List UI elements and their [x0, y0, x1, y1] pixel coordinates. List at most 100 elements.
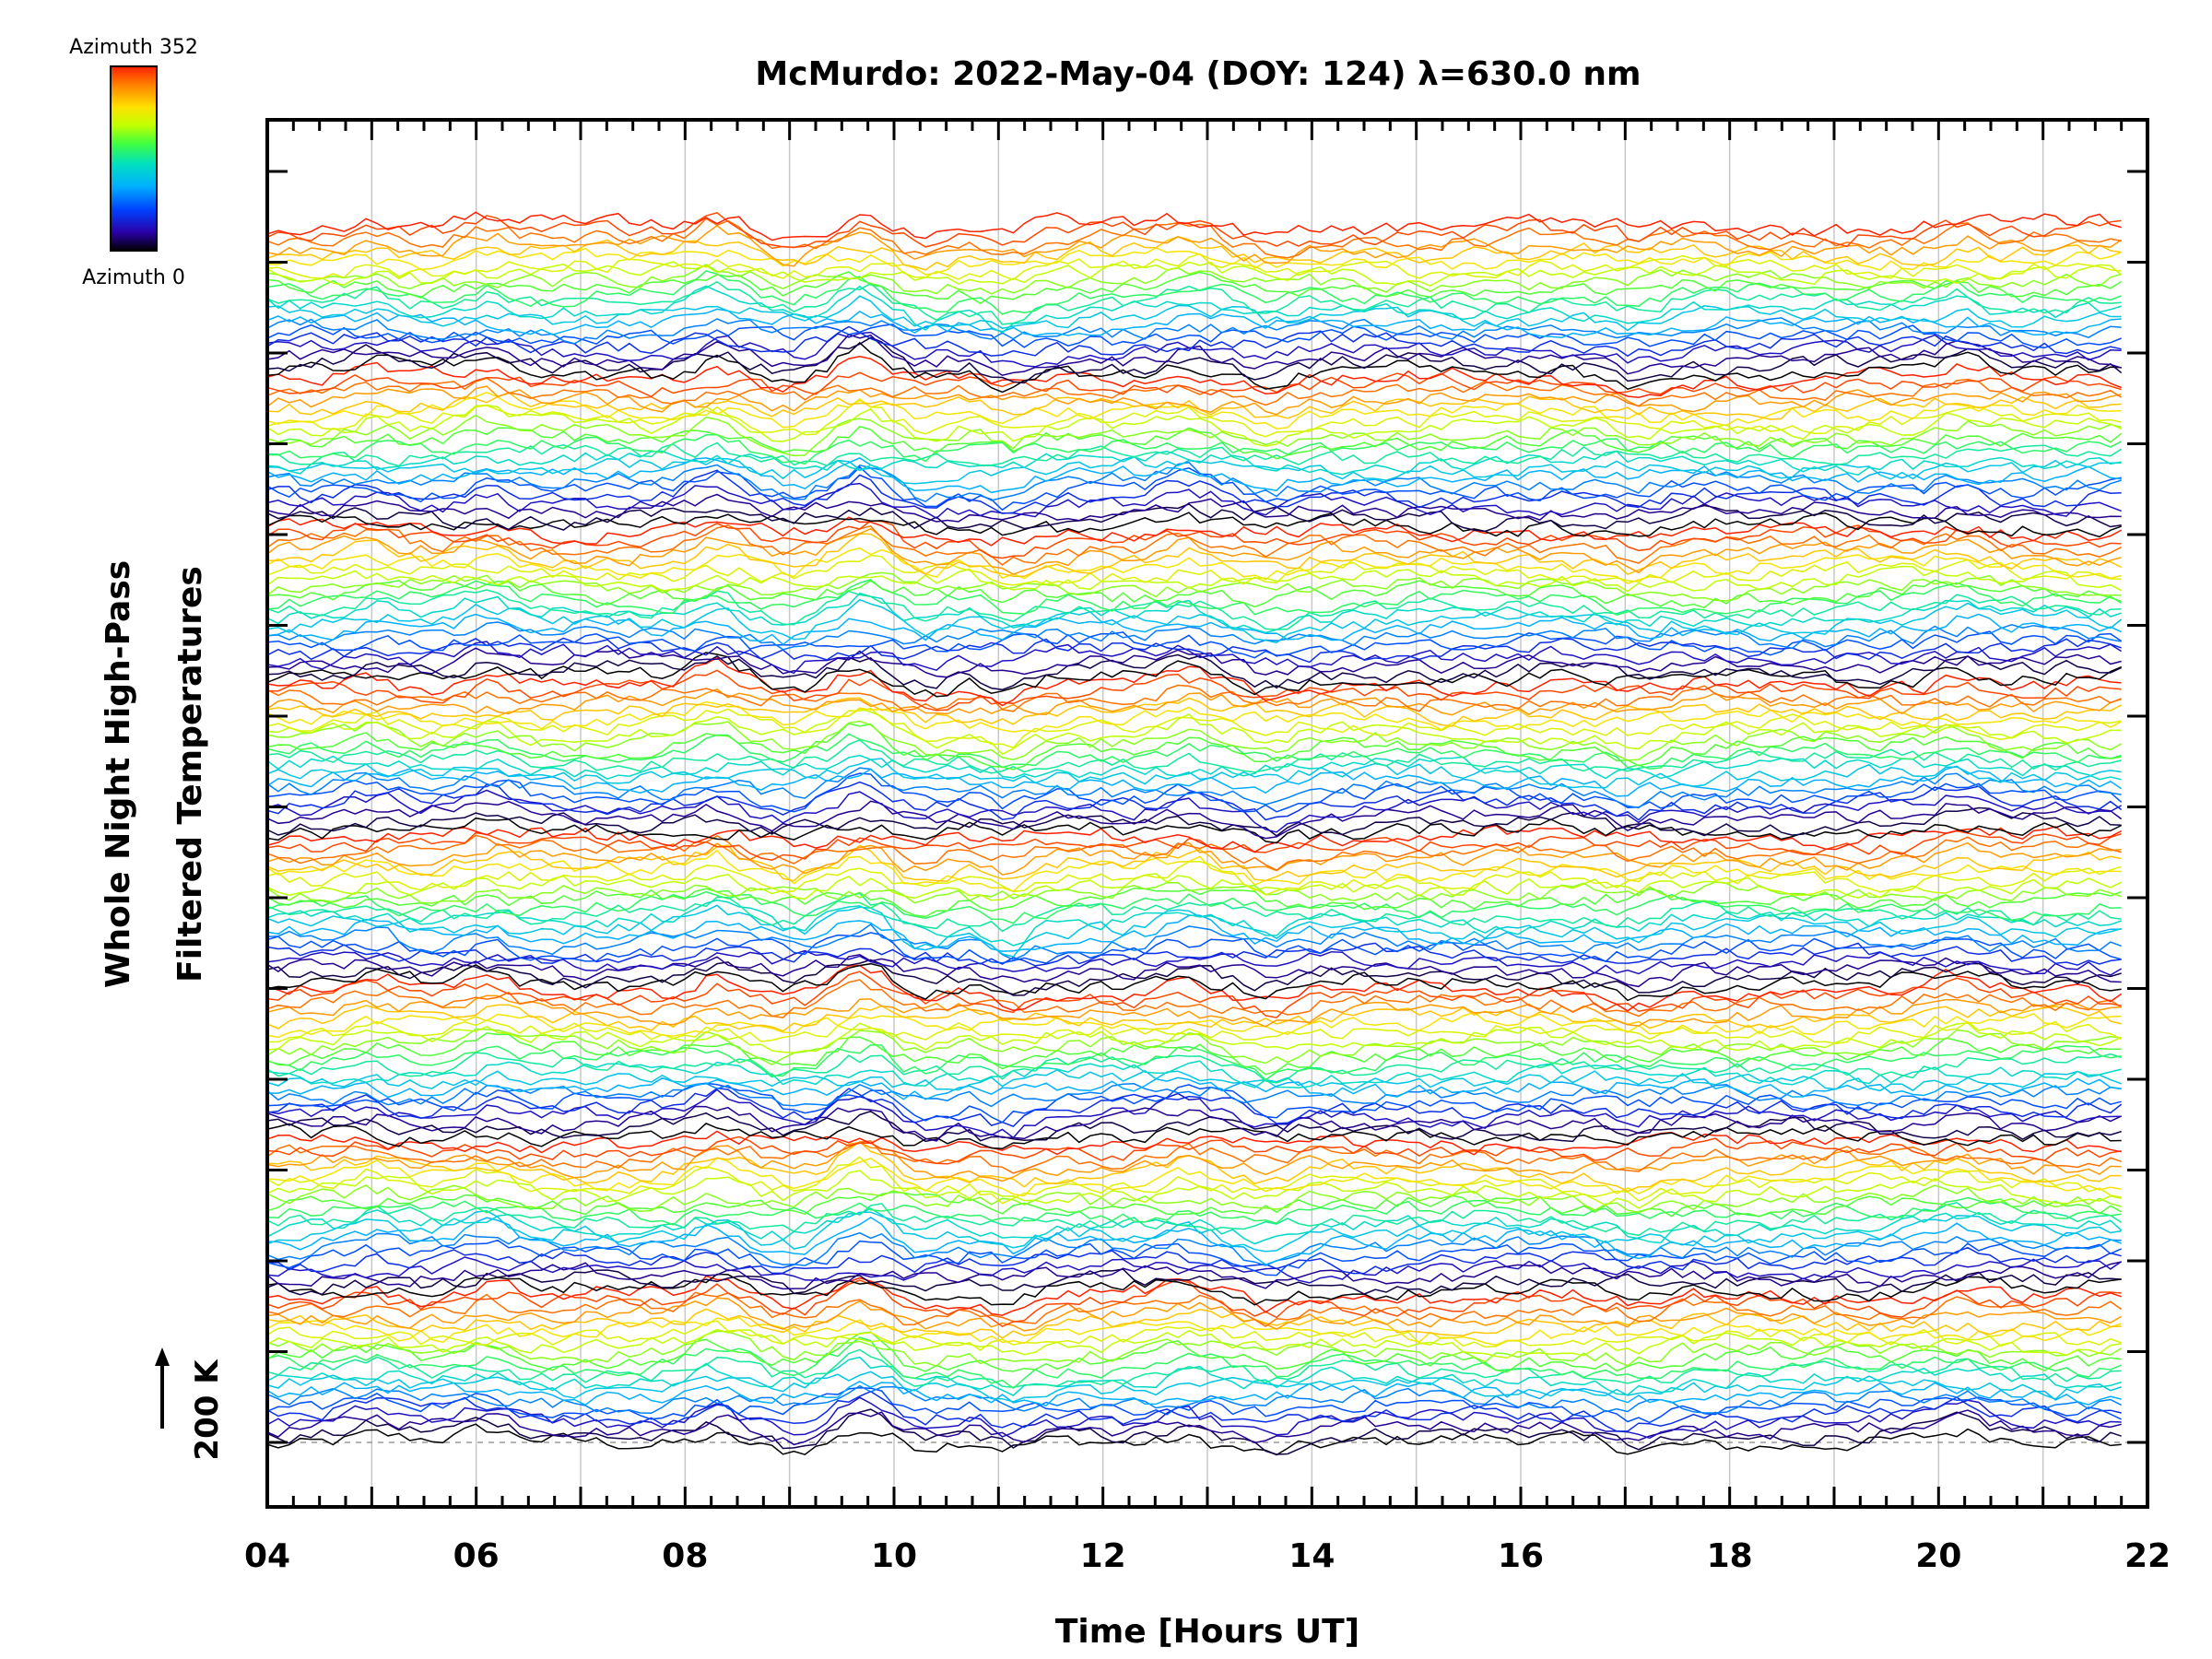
trace-line [267, 524, 2123, 566]
trace-line [267, 270, 2122, 315]
trace-line [267, 652, 2123, 698]
trace-group [267, 211, 2123, 1456]
trace-line [267, 1371, 2122, 1403]
trace-line [267, 1328, 2122, 1359]
trace-line [267, 308, 2122, 338]
trace-line [267, 1273, 2122, 1306]
trace-line [267, 1390, 2122, 1432]
trace-line [267, 656, 2122, 707]
trace-line [267, 598, 2123, 644]
x-tick-labels: 04 06 08 10 12 14 16 18 20 22 [244, 1537, 2171, 1575]
trace-line [267, 1268, 2122, 1296]
trace-line [267, 1331, 2122, 1373]
trace-line [267, 733, 2122, 770]
x-tick-label: 16 [1498, 1537, 1544, 1575]
trace-line [267, 280, 2122, 325]
trace-line [267, 1217, 2122, 1265]
trace-line [267, 942, 2122, 967]
trace-line [267, 806, 2122, 837]
trace-line [267, 789, 2123, 833]
trace-line [267, 772, 2123, 813]
trace-line [267, 1384, 2123, 1415]
trace-line [267, 881, 2122, 904]
trace-line [267, 923, 2122, 961]
trace-line [267, 684, 2122, 712]
trace-line [267, 1239, 2123, 1277]
trace-line [267, 264, 2122, 295]
trace-line [267, 325, 2122, 358]
x-tick-label: 04 [244, 1537, 290, 1575]
trace-line [267, 1231, 2122, 1266]
trace-line [267, 1135, 2122, 1165]
trace-line [267, 949, 2123, 976]
trace-line [267, 1082, 2122, 1124]
x-tick-label: 08 [662, 1537, 708, 1575]
trace-line [267, 641, 2123, 675]
trace-line [267, 317, 2122, 345]
trace-line [267, 391, 2122, 429]
trace-line [267, 1387, 2123, 1424]
trace-line [267, 1156, 2122, 1205]
trace-line [267, 261, 2123, 288]
trace-line [267, 904, 2122, 958]
x-tick-label: 12 [1080, 1537, 1126, 1575]
trace-line [267, 1130, 2122, 1156]
trace-line [267, 385, 2122, 416]
trace-line [267, 697, 2123, 727]
trace-line [267, 469, 2122, 514]
trace-line [267, 1423, 2122, 1456]
trace-line [267, 844, 2122, 882]
trace-line [267, 236, 2122, 271]
trace-line [267, 1291, 2123, 1327]
trace-line [267, 720, 2123, 761]
trace-line [267, 1077, 2122, 1100]
trace-line [267, 1330, 2123, 1368]
trace-line [267, 767, 2122, 809]
trace-line [267, 653, 2123, 691]
colorbar-bottom-label: Azimuth 0 [82, 266, 185, 289]
trace-line [267, 533, 2123, 578]
trace-line [267, 861, 2122, 896]
scale-bar-arrowhead [155, 1347, 170, 1366]
trace-line [267, 1157, 2122, 1197]
trace-line [267, 392, 2122, 420]
trace-line [267, 700, 2123, 733]
chart-title: McMurdo: 2022-May-04 (DOY: 124) λ=630.0 … [755, 55, 1641, 93]
trace-line [267, 441, 2123, 467]
x-tick-label: 14 [1288, 1537, 1335, 1575]
trace-line [267, 450, 2122, 477]
colorbar [110, 65, 158, 252]
trace-line [267, 669, 2122, 712]
y-axis-label-line2: Filtered Temperatures [171, 566, 209, 982]
trace-line [267, 1060, 2122, 1088]
trace-line [267, 1184, 2122, 1214]
trace-line [267, 579, 2123, 617]
trace-line [267, 425, 2123, 460]
trace-line [267, 1297, 2123, 1332]
axis-ticks [265, 120, 2149, 1507]
trace-line [267, 1019, 2123, 1045]
trace-line [267, 899, 2122, 947]
trace-line [267, 964, 2123, 1012]
trace-line [267, 1170, 2122, 1209]
trace-line [267, 800, 2123, 840]
trace-line [267, 1082, 2122, 1108]
trace-line [267, 218, 2122, 259]
trace-line [267, 503, 2122, 533]
trace-line [267, 1068, 2122, 1092]
trace-line [267, 1123, 2122, 1150]
trace-line [267, 527, 2122, 576]
trace-line [267, 1320, 2122, 1351]
trace-line [267, 1140, 2122, 1174]
trace-line [267, 1110, 2122, 1143]
scale-bar-label: 200 K [189, 1359, 226, 1461]
trace-line [267, 1336, 2122, 1390]
trace-line [267, 849, 2122, 893]
trace-line [267, 482, 2122, 520]
trace-line [267, 592, 2122, 634]
trace-line [267, 723, 2122, 771]
trace-line [267, 688, 2122, 716]
trace-line [267, 271, 2123, 305]
trace-line [267, 371, 2122, 398]
